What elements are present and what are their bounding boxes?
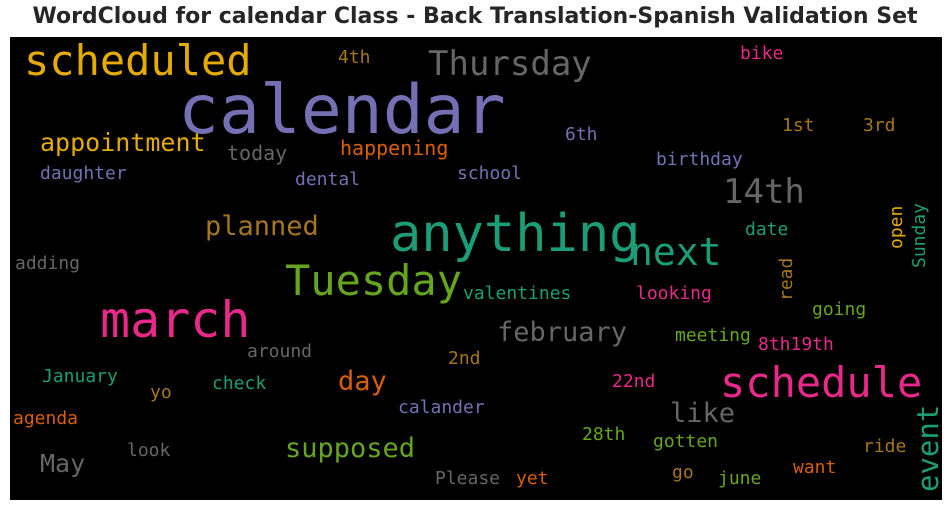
word-adding: adding	[15, 253, 80, 274]
word-thursday: Thursday	[428, 44, 592, 84]
chart-title: WordCloud for calendar Class - Back Tran…	[32, 4, 918, 29]
word-agenda: agenda	[13, 408, 78, 429]
word-14th: 14th	[723, 172, 805, 212]
word-bike: bike	[740, 43, 783, 64]
word-calendar: calendar	[178, 71, 506, 150]
word-want: want	[793, 457, 836, 478]
word-march: march	[100, 291, 251, 349]
word-looking: looking	[636, 283, 712, 304]
word-event: event	[911, 405, 942, 492]
word-please: Please	[435, 468, 500, 489]
word-cloud: calendar anything march schedule Tuesday sche…	[10, 37, 942, 500]
word-like: like	[670, 398, 735, 429]
word-date: date	[745, 219, 788, 240]
word-scheduled: scheduled	[24, 37, 252, 85]
word-school: school	[457, 163, 522, 184]
word-gotten: gotten	[653, 431, 718, 452]
word-supposed: supposed	[285, 433, 415, 464]
word-schedule: schedule	[720, 358, 922, 407]
word-3rd: 3rd	[863, 115, 896, 136]
word-ride: ride	[863, 436, 906, 457]
word-day: day	[338, 366, 387, 397]
word-sunday: Sunday	[909, 203, 930, 268]
word-around: around	[247, 341, 312, 362]
word-8th19th: 8th19th	[758, 334, 834, 355]
word-valentines: valentines	[463, 283, 571, 304]
word-read: read	[776, 258, 797, 301]
word-next: next	[630, 230, 722, 274]
word-birthday: birthday	[656, 149, 743, 170]
word-28th: 28th	[582, 424, 625, 445]
word-1st: 1st	[782, 115, 815, 136]
word-today: today	[227, 141, 287, 165]
word-yet: yet	[516, 468, 549, 489]
word-calander: calander	[398, 397, 485, 418]
word-tuesday: Tuesday	[285, 256, 462, 305]
word-may: May	[40, 449, 85, 478]
word-look: look	[127, 440, 171, 461]
word-june: june	[718, 468, 761, 489]
word-going: going	[812, 299, 866, 320]
word-appointment: appointment	[40, 128, 206, 157]
word-22nd: 22nd	[612, 371, 655, 392]
word-february: february	[497, 317, 627, 348]
word-open: open	[886, 206, 907, 249]
word-january: January	[42, 366, 118, 387]
word-2nd: 2nd	[448, 348, 481, 369]
word-anything: anything	[390, 204, 640, 264]
word-happening: happening	[340, 136, 448, 160]
word-6th: 6th	[565, 124, 598, 145]
word-4th: 4th	[338, 47, 371, 68]
word-daughter: daughter	[40, 163, 127, 184]
word-dental: dental	[295, 169, 360, 190]
word-planned: planned	[205, 211, 319, 242]
word-go: go	[672, 462, 694, 483]
word-meeting: meeting	[675, 325, 751, 346]
word-check: check	[212, 373, 266, 394]
word-yo: yo	[150, 382, 172, 403]
